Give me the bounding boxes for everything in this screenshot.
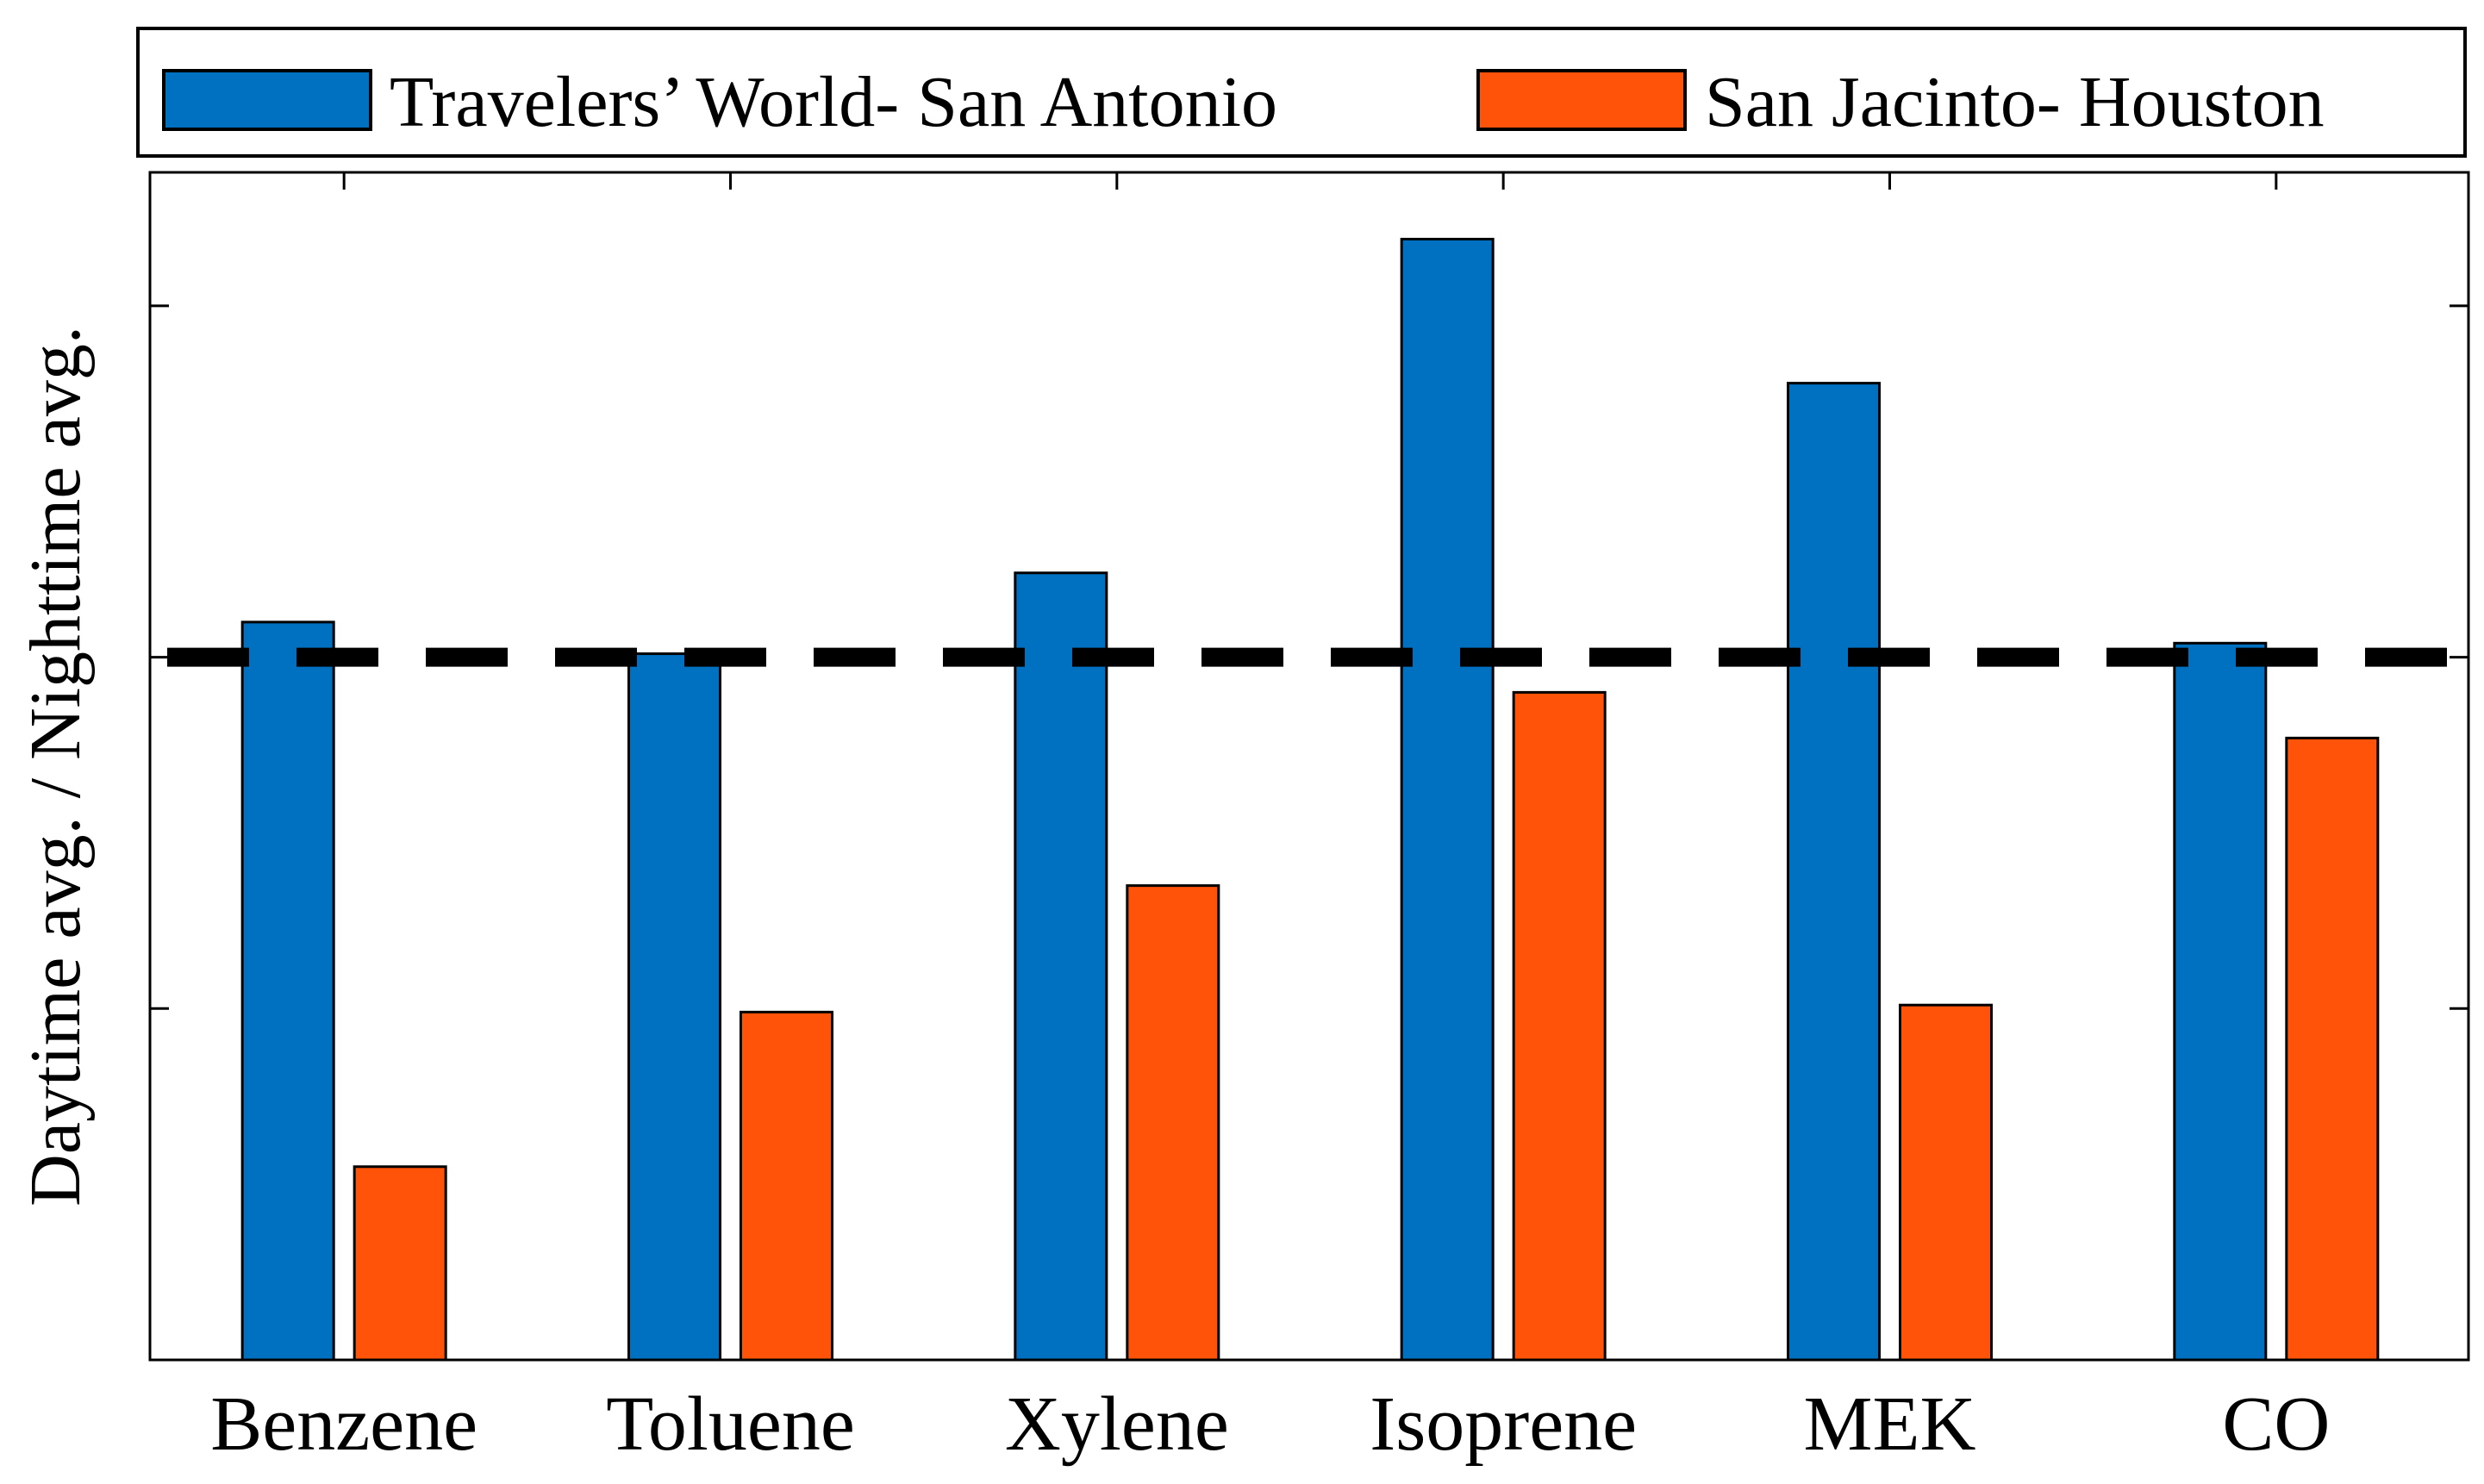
y-axis-label: Daytime avg. / Nighttime avg. <box>16 326 96 1207</box>
bar-mek-series-1 <box>1787 382 1881 1362</box>
axes-frame <box>148 171 2470 1362</box>
x-tick-label-mek: MEK <box>1804 1381 1976 1467</box>
bar-benzene-series-1 <box>240 620 335 1362</box>
bar-co-series-2 <box>2285 736 2380 1362</box>
x-tick-label-benzene: Benzene <box>210 1381 477 1467</box>
bars <box>240 237 2380 1362</box>
legend: Travelers’ World- San Antonio San Jacint… <box>136 27 2467 158</box>
y-ticks <box>150 304 2468 1010</box>
bar-toluene-series-1 <box>627 652 721 1362</box>
bar-isoprene-series-1 <box>1400 237 1495 1362</box>
bar-mek-series-2 <box>1899 1003 1993 1362</box>
x-tick-label-toluene: Toluene <box>606 1381 855 1467</box>
bar-isoprene-series-2 <box>1512 690 1607 1362</box>
legend-label-series-1: Travelers’ World- San Antonio <box>390 62 1277 142</box>
bar-xylene-series-2 <box>1126 884 1220 1362</box>
bar-xylene-series-1 <box>1014 571 1108 1362</box>
x-tick-label-xylene: Xylene <box>1005 1381 1229 1467</box>
bar-co-series-1 <box>2173 641 2268 1362</box>
legend-swatch-series-2 <box>1476 69 1687 131</box>
x-tick-label-isoprene: Isoprene <box>1370 1381 1637 1467</box>
bar-toluene-series-2 <box>740 1010 833 1362</box>
bar-benzene-series-2 <box>353 1165 447 1362</box>
legend-box <box>136 27 2467 158</box>
x-tick-label-co: CO <box>2222 1381 2330 1467</box>
top-ticks <box>342 172 2278 190</box>
plot-area: Benzene Toluene Xylene Isoprene MEK CO <box>148 171 2470 1467</box>
x-tick-labels: Benzene Toluene Xylene Isoprene MEK CO <box>210 1381 2330 1467</box>
legend-label-series-2: San Jacinto- Houston <box>1705 62 2325 142</box>
legend-swatch-series-1 <box>162 69 372 131</box>
